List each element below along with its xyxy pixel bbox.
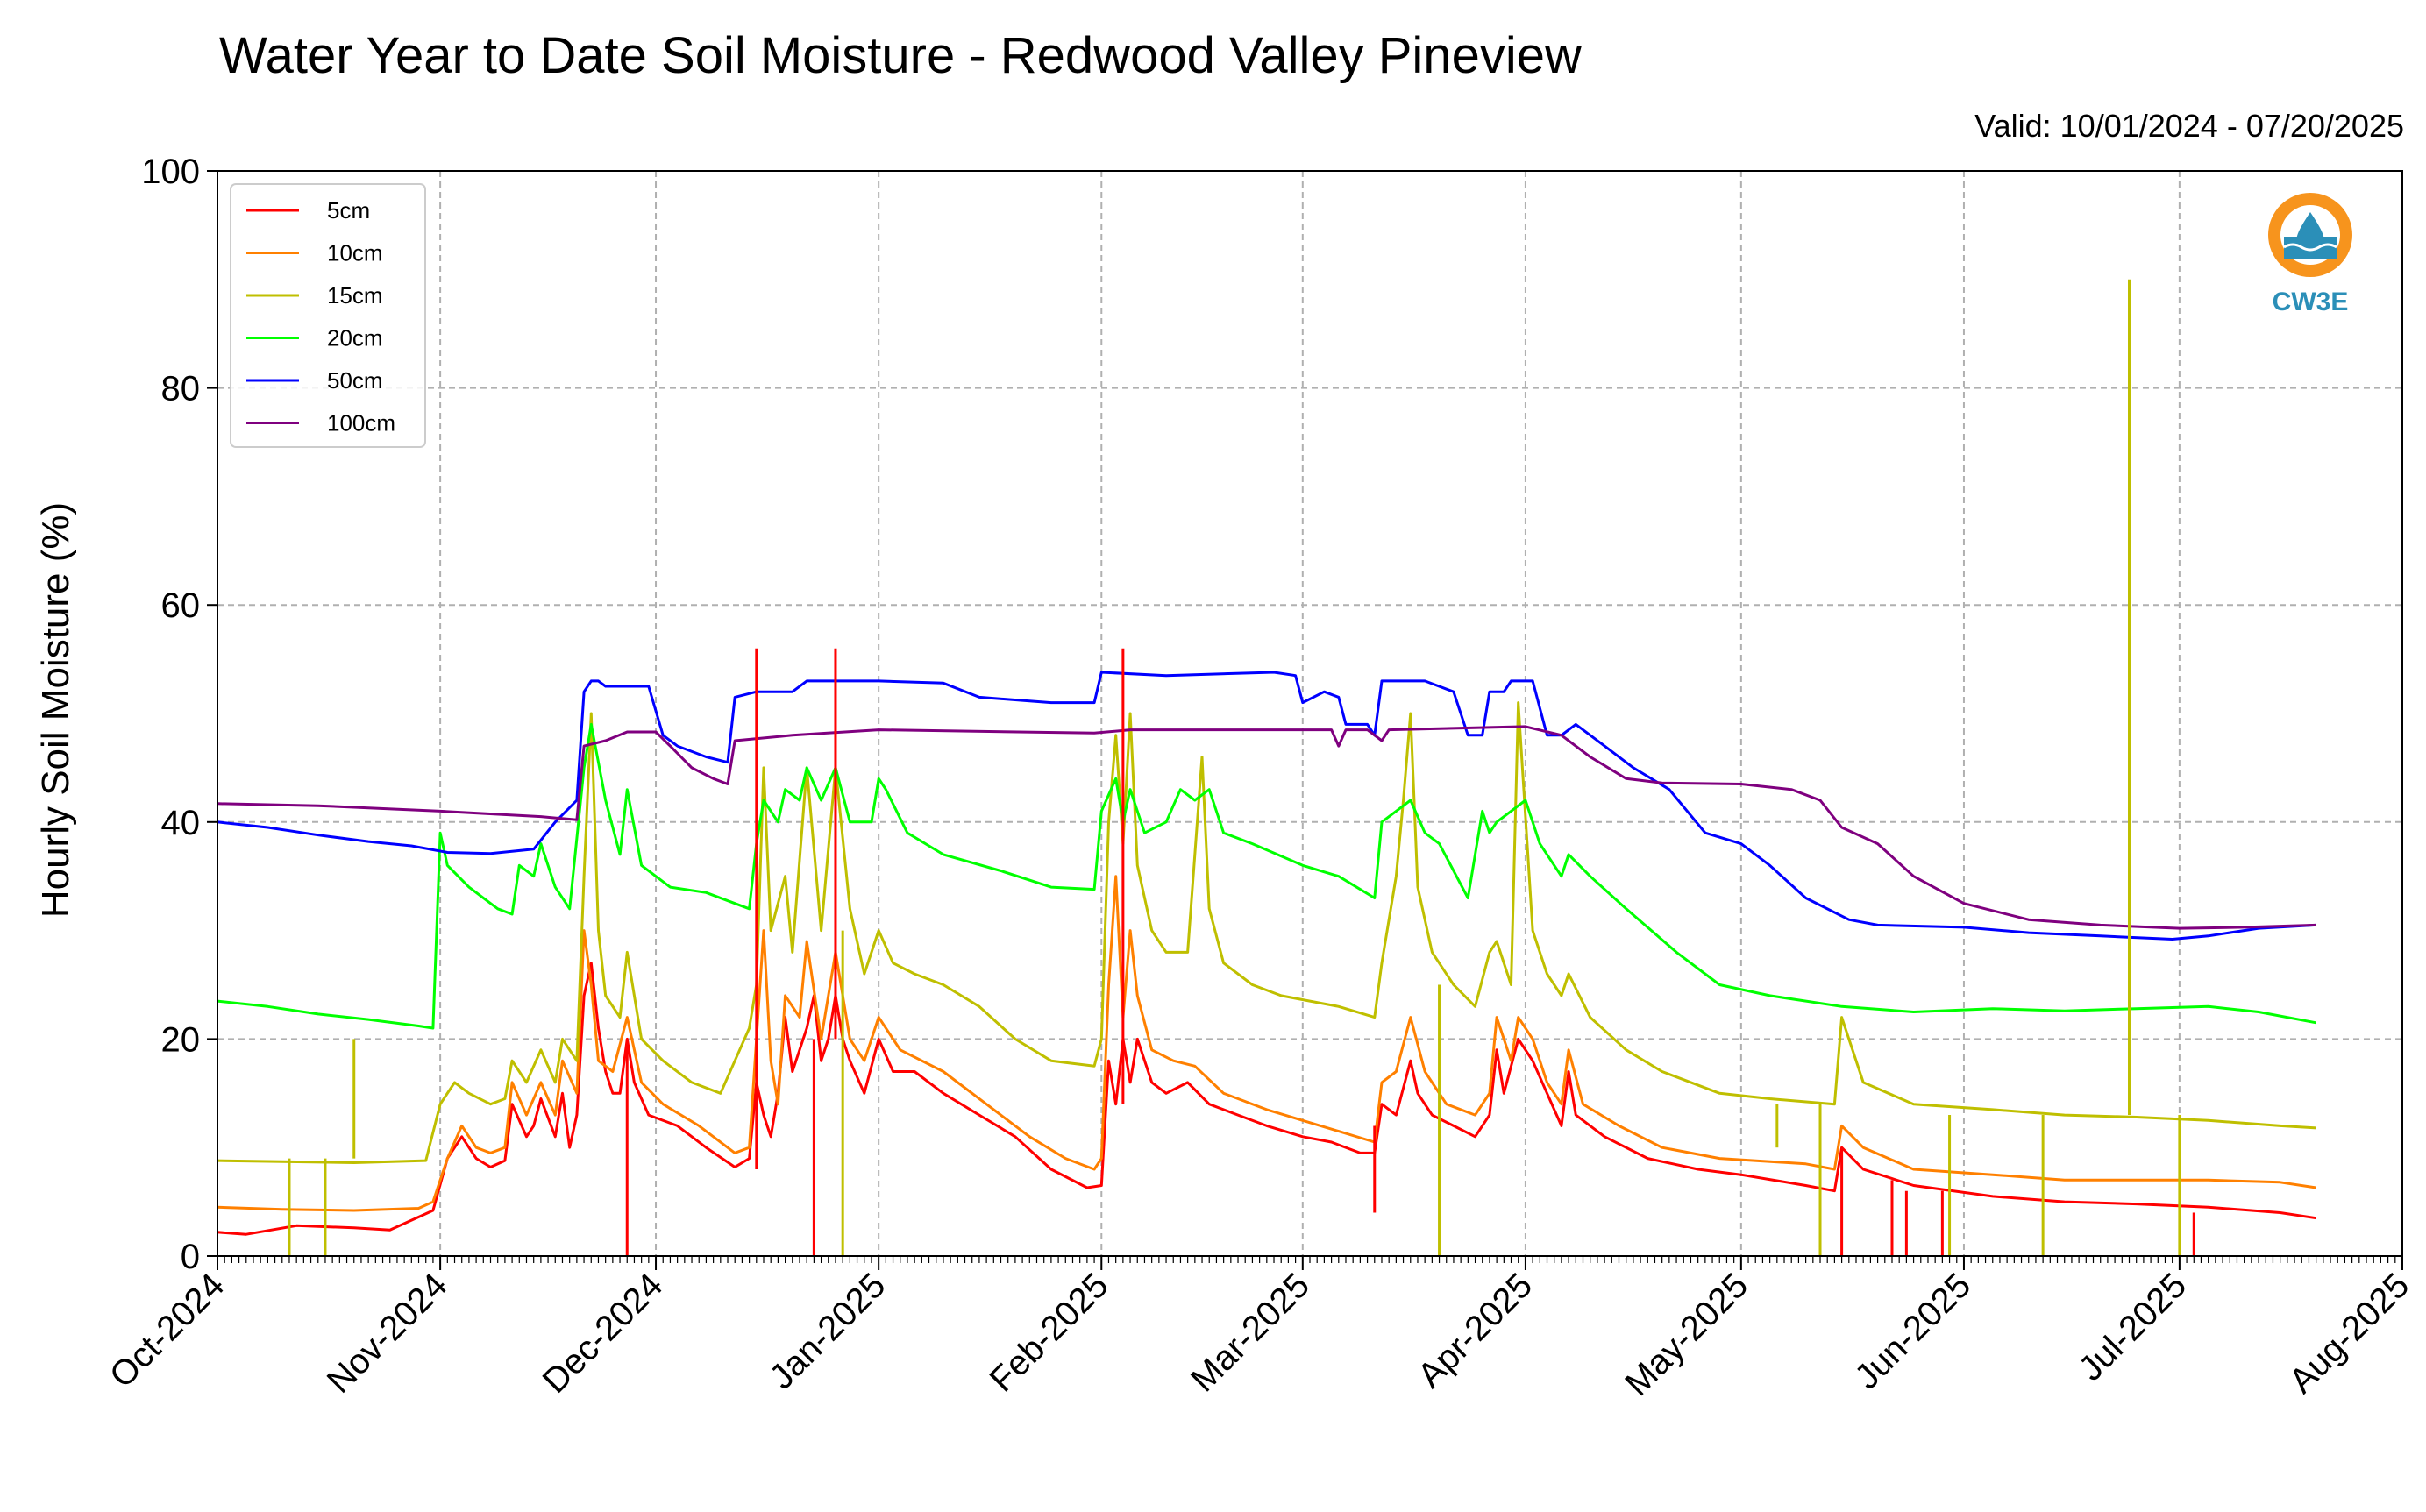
- series-line-5cm: [217, 962, 2316, 1236]
- series-line-50cm: [217, 671, 2316, 941]
- x-tick-label: Nov-2024: [320, 1266, 455, 1401]
- y-tick-label: 60: [161, 586, 201, 625]
- x-tick-label: Jun-2025: [1847, 1266, 1978, 1396]
- y-tick-label: 20: [161, 1020, 201, 1059]
- x-tick-label: Apr-2025: [1411, 1266, 1540, 1395]
- logo-text: CW3E: [2273, 287, 2349, 316]
- x-tick-label: Feb-2025: [982, 1266, 1115, 1399]
- y-tick-label: 100: [141, 153, 200, 191]
- cw3e-logo: CW3E: [2268, 193, 2352, 316]
- series-spikes: [288, 279, 2195, 1256]
- x-tick-label: Mar-2025: [1184, 1266, 1317, 1399]
- chart-subtitle: Valid: 10/01/2024 - 07/20/2025: [1974, 108, 2404, 144]
- x-tick-label: Jan-2025: [762, 1266, 893, 1396]
- series-line-20cm: [217, 722, 2316, 1030]
- x-tick-label: Dec-2024: [536, 1266, 671, 1401]
- series-line-100cm: [217, 725, 2316, 930]
- legend: 5cm 10cm 15cm 20cm 50cm 100cm: [230, 183, 426, 448]
- x-tick-label: Aug-2025: [2282, 1266, 2417, 1401]
- y-tick-label: 80: [161, 370, 201, 408]
- legend-label-5cm: 5cm: [327, 197, 370, 224]
- legend-box: [230, 183, 426, 448]
- y-tick-label: 0: [181, 1238, 200, 1276]
- legend-label-100cm: 100cm: [327, 410, 395, 437]
- x-tick-label: May-2025: [1618, 1266, 1755, 1403]
- x-tick-label: Oct-2024: [103, 1266, 231, 1395]
- series-lines: [217, 671, 2316, 1236]
- legend-label-15cm: 15cm: [327, 282, 383, 309]
- legend-label-10cm: 10cm: [327, 240, 383, 266]
- chart-title: Water Year to Date Soil Moisture - Redwo…: [219, 27, 1582, 84]
- series-line-15cm: [217, 701, 2316, 1164]
- series-line-10cm: [217, 875, 2316, 1212]
- legend-label-20cm: 20cm: [327, 325, 383, 351]
- y-tick-label: 40: [161, 804, 201, 842]
- axis-ticks: 0 20 40 60 80 100 Oct-2024 Nov-2024 Dec-2024 Jan-…: [103, 153, 2416, 1403]
- x-tick-label: Jul-2025: [2072, 1266, 2195, 1388]
- legend-label-50cm: 50cm: [327, 367, 383, 394]
